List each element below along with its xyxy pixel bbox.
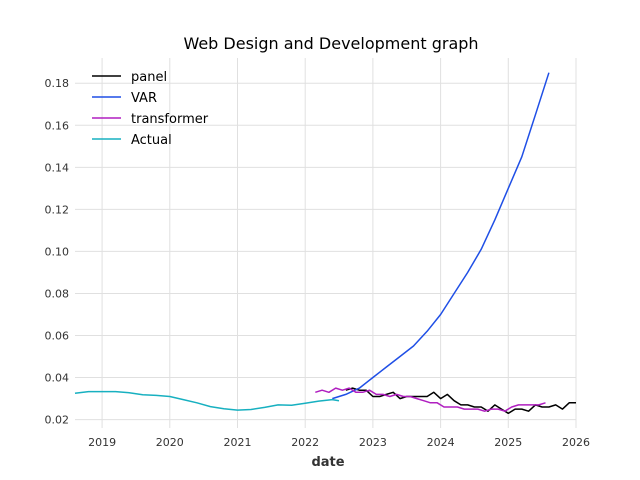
y-tick-label: 0.06 xyxy=(45,330,70,343)
y-tick-label: 0.08 xyxy=(45,287,70,300)
y-tick-label: 0.04 xyxy=(45,372,70,385)
x-tick-label: 2019 xyxy=(88,436,116,449)
x-tick-label: 2024 xyxy=(427,436,455,449)
series-line-panel xyxy=(345,387,576,415)
x-tick-label: 2020 xyxy=(156,436,184,449)
series-line-actual xyxy=(74,390,340,411)
legend-label-transformer: transformer xyxy=(131,112,209,127)
legend-label-actual: Actual xyxy=(131,133,172,148)
y-tick-label: 0.10 xyxy=(45,245,70,258)
x-tick-label: 2023 xyxy=(359,436,387,449)
x-tick-label: 2022 xyxy=(291,436,319,449)
y-tick-label: 0.14 xyxy=(45,161,70,174)
series-line-var xyxy=(332,72,550,400)
y-tick-label: 0.16 xyxy=(45,119,70,132)
series-lines xyxy=(74,72,576,415)
grid xyxy=(75,58,577,428)
x-tick-label: 2021 xyxy=(223,436,251,449)
legend-label-panel: panel xyxy=(131,70,167,85)
x-tick-label: 2026 xyxy=(562,436,590,449)
legend-label-var: VAR xyxy=(131,91,157,106)
y-tick-label: 0.12 xyxy=(45,203,70,216)
y-tick-labels: 0.02 0.04 0.06 0.08 0.10 0.12 0.14 0.16 0.18 xyxy=(45,77,70,426)
series-line-transformer xyxy=(315,387,546,412)
x-axis-title: date xyxy=(311,455,344,470)
y-tick-label: 0.02 xyxy=(45,414,70,427)
y-tick-label: 0.18 xyxy=(45,77,70,90)
x-tick-labels: 2019 2020 2021 2022 2023 2024 2025 2026 xyxy=(88,436,590,449)
legend: panel VAR transformer Actual xyxy=(92,70,209,148)
x-tick-label: 2025 xyxy=(494,436,522,449)
chart-title: Web Design and Development graph xyxy=(183,34,478,53)
